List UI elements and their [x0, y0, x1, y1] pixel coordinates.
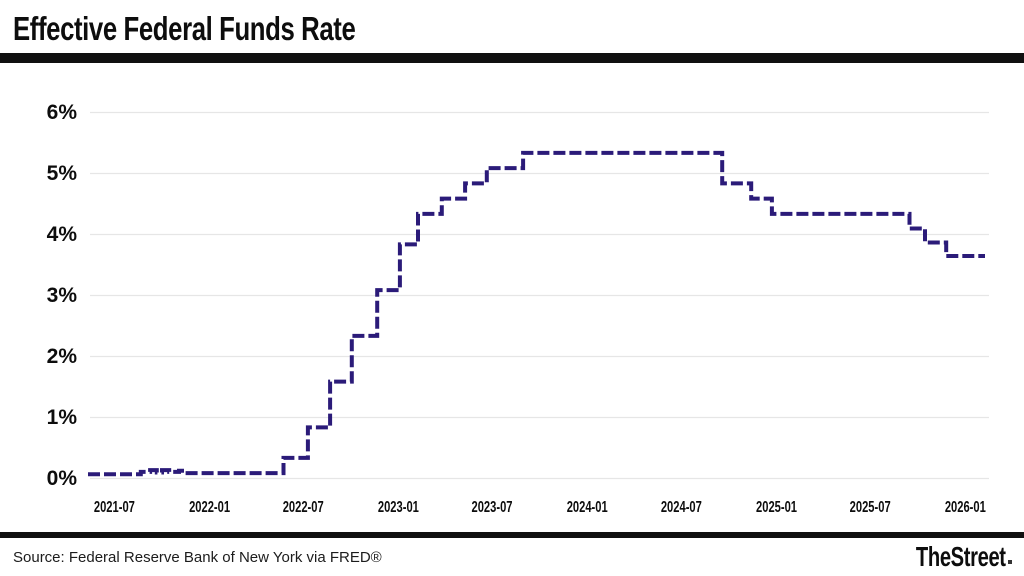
x-tick-label: 2022-01 — [189, 499, 230, 516]
x-tick-label: 2021-07 — [94, 499, 135, 516]
x-tick-label: 2025-07 — [850, 499, 891, 516]
y-tick-label: 0% — [47, 467, 78, 490]
y-tick-label: 6% — [47, 101, 78, 124]
thestreet-logo-text: TheStreet — [916, 541, 1006, 572]
footer-rule — [0, 532, 1024, 538]
x-tick-label: 2026-01 — [945, 499, 986, 516]
x-tick-label: 2023-01 — [378, 499, 419, 516]
source-text: Source: Federal Reserve Bank of New York… — [13, 549, 382, 566]
y-tick-label: 4% — [47, 223, 78, 246]
x-axis-labels: 2021-07 2022-01 2022-07 2023-01 2023-07 2024-… — [94, 499, 986, 516]
y-tick-label: 5% — [47, 162, 78, 185]
thestreet-logo: TheStreet — [881, 542, 1012, 571]
gridlines — [90, 111, 989, 480]
effr-series-line — [88, 150, 985, 477]
x-tick-label: 2022-07 — [283, 499, 324, 516]
chart-title: Effective Federal Funds Rate — [13, 10, 356, 47]
y-tick-label: 3% — [47, 284, 78, 307]
y-axis-labels: 0% 1% 2% 3% 4% 5% 6% — [47, 101, 78, 490]
x-tick-label: 2025-01 — [756, 499, 797, 516]
x-tick-label: 2024-01 — [567, 499, 608, 516]
y-tick-label: 1% — [47, 406, 78, 429]
x-tick-label: 2024-07 — [661, 499, 702, 516]
y-tick-label: 2% — [47, 345, 78, 368]
logo-dot-icon — [1008, 560, 1012, 565]
top-rule — [0, 53, 1024, 63]
x-tick-label: 2023-07 — [472, 499, 513, 516]
